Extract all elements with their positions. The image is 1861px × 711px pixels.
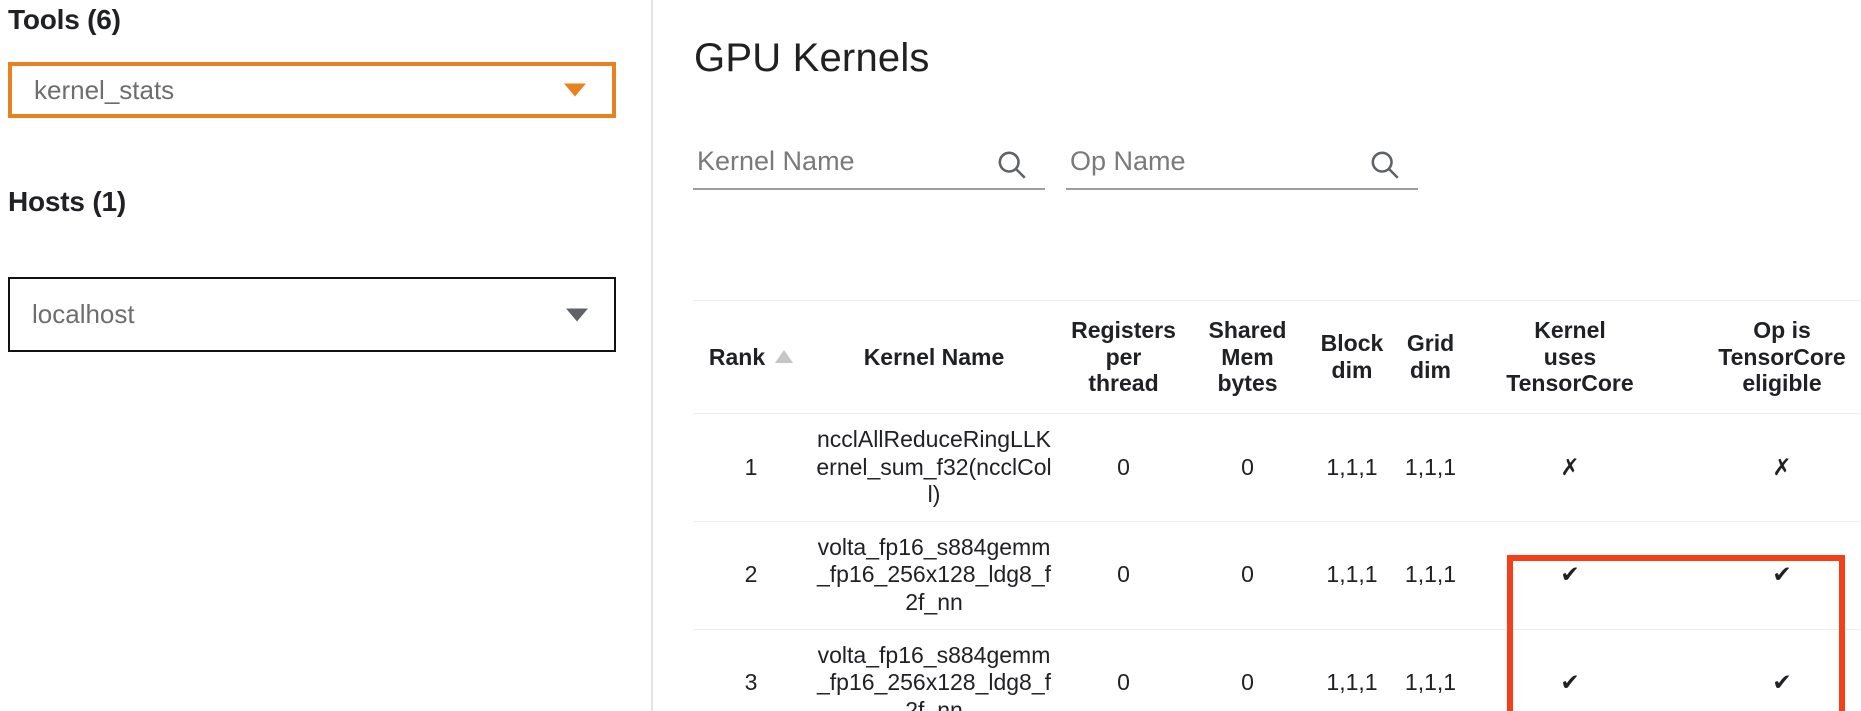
cell-kernel-name: volta_fp16_s884gemm_fp16_256x128_ldg8_f2… bbox=[809, 629, 1059, 711]
search-icon[interactable] bbox=[995, 148, 1029, 187]
cell-op-is-tensorcore-eligible: ✔ bbox=[1676, 629, 1861, 711]
column-header-block-dim[interactable]: Block dim bbox=[1307, 299, 1397, 415]
cell-grid-dim: 1,1,1 bbox=[1397, 521, 1464, 630]
label-line-3: TensorCore bbox=[1506, 370, 1634, 397]
chevron-down-icon bbox=[566, 308, 588, 321]
cell-op-is-tensorcore-eligible: ✗ bbox=[1676, 413, 1861, 522]
label-line-3: bytes bbox=[1217, 370, 1278, 397]
search-icon[interactable] bbox=[1368, 148, 1402, 187]
sidebar: Tools (6) kernel_stats Hosts (1) localho… bbox=[0, 0, 653, 711]
op-name-search-placeholder: Op Name bbox=[1070, 146, 1186, 176]
column-header-kernel-name-label: Kernel Name bbox=[863, 343, 1005, 370]
table-header: Rank Kernel Name Registers per thread Shar… bbox=[693, 299, 1861, 415]
cell-rank: 2 bbox=[693, 521, 809, 630]
cell-block-dim: 1,1,1 bbox=[1307, 521, 1397, 630]
cell-grid-dim: 1,1,1 bbox=[1397, 629, 1464, 711]
cell-shared-mem-bytes: 0 bbox=[1188, 629, 1307, 711]
column-header-shared-mem-bytes[interactable]: Shared Mem bytes bbox=[1188, 299, 1307, 415]
cell-op-is-tensorcore-eligible: ✔ bbox=[1676, 521, 1861, 630]
cell-shared-mem-bytes: 0 bbox=[1188, 413, 1307, 522]
label-line-1: Grid bbox=[1406, 330, 1455, 357]
tools-dropdown[interactable]: kernel_stats bbox=[8, 62, 616, 118]
table-row[interactable]: 3 volta_fp16_s884gemm_fp16_256x128_ldg8_… bbox=[693, 629, 1861, 711]
tools-section-heading: Tools (6) bbox=[8, 4, 121, 35]
label-line-3: eligible bbox=[1742, 370, 1822, 397]
cell-block-dim: 1,1,1 bbox=[1307, 629, 1397, 711]
main-panel: GPU Kernels Kernel Name Op Name Rank Ker… bbox=[655, 0, 1861, 711]
cell-kernel-uses-tensorcore: ✗ bbox=[1464, 413, 1676, 522]
column-header-grid-dim[interactable]: Grid dim bbox=[1397, 299, 1464, 415]
cell-kernel-uses-tensorcore: ✔ bbox=[1464, 629, 1676, 711]
cell-registers-per-thread: 0 bbox=[1059, 629, 1188, 711]
hosts-section-heading: Hosts (1) bbox=[8, 186, 126, 217]
cell-grid-dim: 1,1,1 bbox=[1397, 413, 1464, 522]
table-row[interactable]: 2 volta_fp16_s884gemm_fp16_256x128_ldg8_… bbox=[693, 521, 1861, 630]
cell-rank: 1 bbox=[693, 413, 809, 522]
cell-rank: 3 bbox=[693, 629, 809, 711]
page-title: GPU Kernels bbox=[694, 36, 930, 80]
tools-dropdown-value: kernel_stats bbox=[34, 74, 175, 105]
label-line-1: Op is bbox=[1753, 317, 1811, 343]
kernel-name-search-field[interactable]: Kernel Name bbox=[693, 142, 1045, 190]
column-header-op-is-tensorcore-eligible[interactable]: Op is TensorCore eligible bbox=[1676, 299, 1861, 415]
column-header-kernel-name[interactable]: Kernel Name bbox=[809, 299, 1059, 415]
sort-ascending-icon bbox=[775, 349, 794, 363]
label-line-2: per bbox=[1105, 343, 1142, 370]
cell-shared-mem-bytes: 0 bbox=[1188, 521, 1307, 630]
table-header-row: Rank Kernel Name Registers per thread Shar… bbox=[693, 299, 1861, 415]
cell-registers-per-thread: 0 bbox=[1059, 521, 1188, 630]
gpu-kernels-table: Rank Kernel Name Registers per thread Shar… bbox=[693, 299, 1861, 711]
hosts-dropdown[interactable]: localhost bbox=[8, 277, 616, 352]
label-line-1: Shared bbox=[1208, 317, 1287, 343]
cell-kernel-name: volta_fp16_s884gemm_fp16_256x128_ldg8_f2… bbox=[809, 521, 1059, 630]
column-header-rank[interactable]: Rank bbox=[693, 299, 809, 415]
label-line-2: dim bbox=[1410, 357, 1451, 383]
label-line-2: TensorCore bbox=[1718, 343, 1846, 370]
label-line-2: dim bbox=[1331, 357, 1373, 383]
kernel-table-container[interactable]: Rank Kernel Name Registers per thread Shar… bbox=[655, 252, 1861, 711]
label-line-3: thread bbox=[1088, 370, 1159, 397]
label-line-2: Mem bbox=[1221, 343, 1274, 370]
chevron-down-icon bbox=[564, 83, 586, 97]
column-header-rank-label: Rank bbox=[708, 343, 766, 370]
cell-kernel-uses-tensorcore: ✔ bbox=[1464, 521, 1676, 630]
op-name-search-field[interactable]: Op Name bbox=[1066, 142, 1418, 190]
hosts-dropdown-value: localhost bbox=[32, 299, 135, 329]
cell-kernel-name: ncclAllReduceRingLLKernel_sum_f32(ncclCo… bbox=[809, 413, 1059, 522]
label-line-1: Block bbox=[1320, 330, 1384, 357]
table-body: 1 ncclAllReduceRingLLKernel_sum_f32(nccl… bbox=[693, 413, 1861, 711]
kernel-name-search-placeholder: Kernel Name bbox=[697, 146, 855, 176]
column-header-kernel-uses-tensorcore[interactable]: Kernel uses TensorCore bbox=[1464, 299, 1676, 415]
column-header-registers-per-thread[interactable]: Registers per thread bbox=[1059, 299, 1188, 415]
cell-block-dim: 1,1,1 bbox=[1307, 413, 1397, 522]
label-line-2: uses bbox=[1543, 343, 1597, 370]
label-line-1: Registers bbox=[1071, 317, 1176, 343]
table-row[interactable]: 1 ncclAllReduceRingLLKernel_sum_f32(nccl… bbox=[693, 413, 1861, 522]
label-line-1: Kernel bbox=[1534, 317, 1606, 343]
cell-registers-per-thread: 0 bbox=[1059, 413, 1188, 522]
